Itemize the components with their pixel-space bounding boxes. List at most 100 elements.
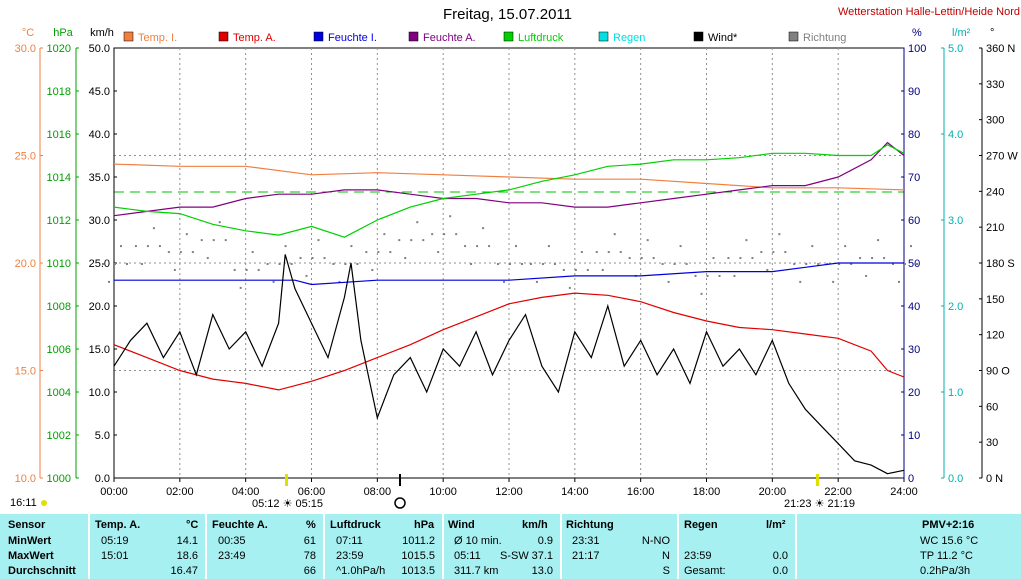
wind-axis-unit: km/h bbox=[90, 27, 114, 39]
direction-point bbox=[206, 257, 209, 260]
direction-point bbox=[416, 221, 419, 224]
stats-rain-time: Gesamt: bbox=[684, 565, 726, 577]
legend-label: Richtung bbox=[803, 32, 846, 44]
stats-hum-time: 23:49 bbox=[218, 550, 246, 562]
stats-dir-value: S bbox=[662, 565, 670, 577]
direction-point bbox=[613, 233, 616, 236]
stats-row-label: MaxWert bbox=[8, 550, 54, 562]
direction-point bbox=[350, 245, 353, 248]
direction-point bbox=[718, 274, 721, 277]
direction-point bbox=[245, 268, 248, 271]
x-tick-label: 12:00 bbox=[495, 486, 523, 498]
series-temp-i- bbox=[113, 163, 905, 191]
x-tick-label: 24:00 bbox=[890, 486, 918, 498]
direction-point bbox=[278, 263, 281, 265]
direction-point bbox=[568, 286, 571, 289]
stats-header-rain-unit: l/m² bbox=[766, 519, 786, 531]
x-tick-label: 14:00 bbox=[561, 486, 589, 498]
stats-rain-time: 23:59 bbox=[684, 550, 712, 562]
temp-axis-unit: °C bbox=[22, 27, 34, 39]
dir-tick-label: 60 bbox=[986, 401, 998, 413]
legend-swatch bbox=[408, 31, 419, 42]
press-tick-label: 1012 bbox=[47, 215, 71, 227]
direction-point bbox=[476, 245, 479, 248]
direction-point bbox=[586, 268, 589, 271]
direction-point bbox=[844, 245, 847, 248]
direction-point bbox=[257, 268, 260, 271]
press-tick-label: 1000 bbox=[47, 473, 71, 485]
wind-tick-label: 50.0 bbox=[89, 43, 110, 55]
direction-point bbox=[892, 263, 894, 265]
legend-label: Wind* bbox=[708, 32, 738, 44]
stats-pmv-value: WC 15.6 °C bbox=[920, 535, 979, 547]
direction-point bbox=[299, 257, 302, 260]
direction-point bbox=[179, 251, 182, 254]
direction-point bbox=[877, 239, 880, 242]
direction-point bbox=[317, 239, 320, 242]
stats-hum-time: 00:35 bbox=[218, 535, 246, 547]
direction-point bbox=[640, 257, 643, 260]
series-feuchte-i- bbox=[114, 262, 904, 286]
direction-point bbox=[158, 245, 161, 248]
direction-point bbox=[488, 245, 491, 248]
dir-axis-unit: ° bbox=[990, 27, 994, 39]
direction-point bbox=[449, 215, 452, 218]
direction-point bbox=[793, 263, 796, 265]
direction-point bbox=[251, 251, 254, 254]
direction-point bbox=[497, 263, 499, 265]
direction-point bbox=[685, 263, 688, 265]
stats-press-value: 1011.2 bbox=[402, 535, 435, 547]
direction-point bbox=[727, 257, 730, 260]
wind-tick-label: 0.0 bbox=[95, 473, 110, 485]
direction-point bbox=[601, 268, 604, 271]
direction-point bbox=[218, 221, 221, 224]
hum-tick-label: 100 bbox=[908, 43, 926, 55]
direction-point bbox=[272, 280, 275, 283]
direction-point bbox=[521, 263, 523, 265]
direction-point bbox=[541, 263, 544, 265]
direction-point bbox=[535, 280, 538, 283]
wind-tick-label: 45.0 bbox=[89, 86, 110, 98]
direction-point bbox=[865, 274, 868, 277]
direction-point bbox=[515, 245, 517, 248]
legend-label: Temp. I. bbox=[138, 32, 177, 44]
direction-point bbox=[152, 227, 155, 230]
stats-temp-time: 05:19 bbox=[101, 535, 129, 547]
wind-tick-label: 10.0 bbox=[89, 387, 110, 399]
hum-tick-label: 10 bbox=[908, 430, 920, 442]
dir-tick-label: 300 bbox=[986, 115, 1004, 127]
stats-dir-time: 21:17 bbox=[572, 550, 600, 562]
chart-title: Freitag, 15.07.2011 bbox=[443, 6, 572, 23]
direction-point bbox=[108, 280, 110, 283]
legend-label: Feuchte A. bbox=[423, 32, 476, 44]
stats-temp-time: 15:01 bbox=[101, 550, 129, 562]
direction-point bbox=[667, 280, 670, 283]
sun-icon bbox=[41, 500, 47, 506]
direction-point bbox=[574, 268, 577, 271]
direction-point bbox=[191, 251, 194, 254]
stats-header-wind-unit: km/h bbox=[522, 519, 548, 531]
stats-dir-value: N-NO bbox=[641, 535, 670, 547]
stats-wind-value: 37.1 bbox=[531, 550, 553, 562]
stats-header-temp-unit: °C bbox=[186, 519, 199, 531]
wind-tick-label: 5.0 bbox=[95, 430, 110, 442]
direction-point bbox=[509, 263, 511, 265]
direction-point bbox=[356, 263, 359, 265]
temp-tick-label: 20.0 bbox=[15, 258, 36, 270]
direction-point bbox=[173, 268, 176, 271]
x-tick-label: 04:00 bbox=[232, 486, 260, 498]
rain-tick-label: 5.0 bbox=[948, 43, 963, 55]
stats-press-time: 23:59 bbox=[336, 550, 364, 562]
direction-point bbox=[167, 251, 170, 254]
direction-point bbox=[694, 274, 697, 277]
stats-pmv-value: TP 11.2 °C bbox=[920, 550, 973, 562]
stats-wind-value: 0.9 bbox=[537, 535, 553, 547]
direction-point bbox=[389, 251, 392, 254]
direction-point bbox=[398, 239, 401, 242]
dir-tick-label: 30 bbox=[986, 437, 998, 449]
stats-row-label: Durchschnitt bbox=[8, 565, 76, 577]
press-tick-label: 1010 bbox=[47, 258, 71, 270]
series-richtung bbox=[102, 215, 918, 295]
temp-tick-label: 15.0 bbox=[15, 366, 36, 378]
dir-tick-label: 150 bbox=[986, 294, 1004, 306]
